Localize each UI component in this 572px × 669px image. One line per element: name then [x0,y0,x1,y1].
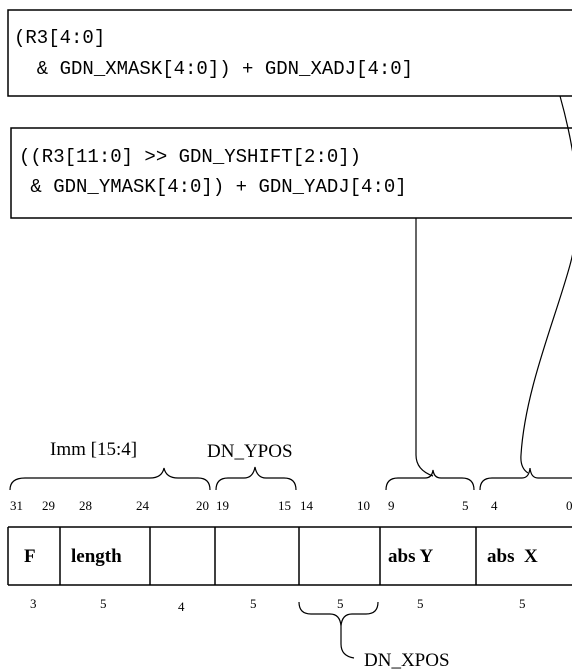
field-width: 5 [100,596,107,611]
imm-label: Imm [15:4] [50,439,137,460]
bit-number: 5 [462,498,469,513]
dn-ypos-label: DN_YPOS [207,441,293,462]
field-width: 5 [250,596,257,611]
abs-y-brace [385,469,475,491]
abs-x-brace [479,467,572,491]
field-width: 5 [519,596,526,611]
y-expression-box [10,127,572,219]
y-expression-line2: & GDN_YMASK[4:0]) + GDN_YADJ[4:0] [19,176,407,198]
x-expression-box [7,9,572,97]
y-connector-line [415,218,434,477]
bit-number: 0 [566,498,572,513]
bit-number: 14 [300,498,314,513]
bit-number: 15 [278,498,291,513]
x-expression-line1: (R3[4:0] [14,27,105,49]
field-label: F [24,546,36,567]
x-connector-line [520,95,572,474]
bit-number: 24 [136,498,150,513]
field-width: 5 [417,596,424,611]
bit-number: 9 [388,498,395,513]
field-width: 3 [30,596,37,611]
imm-brace [9,467,211,491]
field-label: length [71,546,122,567]
bit-number: 19 [216,498,229,513]
field-label: abs X [487,546,538,567]
bit-number: 10 [357,498,370,513]
bit-number: 4 [491,498,498,513]
bit-number: 29 [42,498,55,513]
bit-number: 20 [196,498,209,513]
field-label: abs Y [388,546,434,567]
field-width: 4 [178,599,185,614]
dn-xpos-label: DN_XPOS [364,650,450,669]
bit-number: 28 [79,498,92,513]
dn-ypos-brace [215,466,297,491]
bit-number: 31 [10,498,23,513]
dn-xpos-connector [340,626,355,659]
y-expression-line1: ((R3[11:0] >> GDN_YSHIFT[2:0]) [19,146,361,168]
field-width: 5 [337,596,344,611]
x-expression-line2: & GDN_XMASK[4:0]) + GDN_XADJ[4:0] [14,58,413,80]
